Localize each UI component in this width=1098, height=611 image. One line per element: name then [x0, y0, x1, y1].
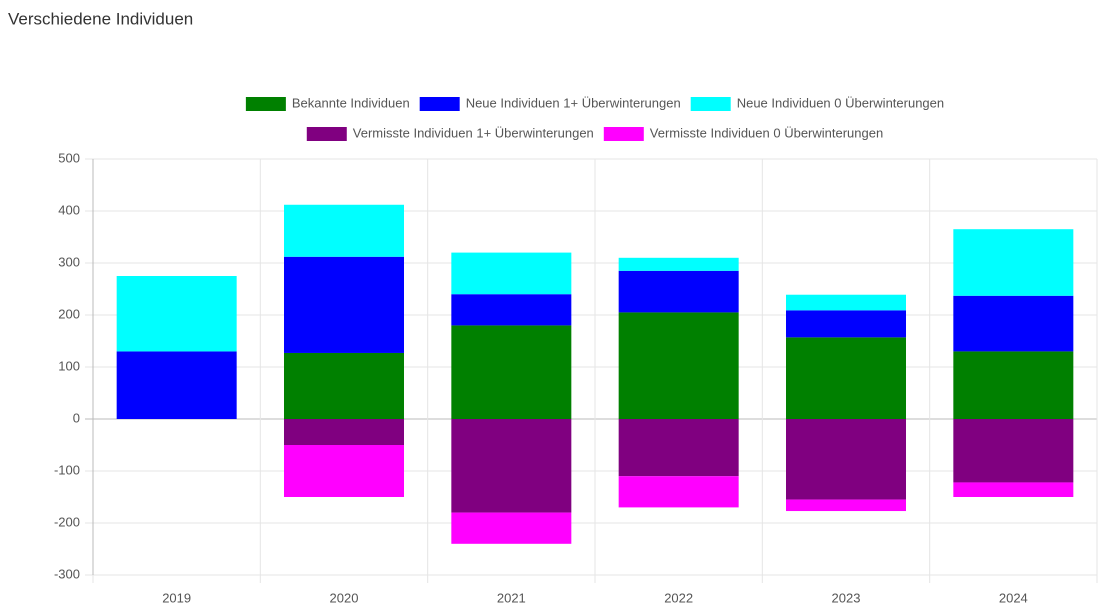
x-tick-label: 2020 — [330, 590, 359, 605]
x-tick-label: 2019 — [162, 590, 191, 605]
bar — [284, 352, 404, 419]
legend-swatch — [306, 127, 347, 141]
bar — [451, 294, 572, 326]
legend-swatch — [245, 97, 286, 111]
bar — [953, 229, 1074, 296]
y-tick-label: -200 — [54, 514, 80, 529]
bar — [786, 337, 906, 419]
y-tick-label: 400 — [58, 202, 80, 217]
bar — [116, 351, 237, 419]
y-tick-label: -100 — [54, 462, 80, 477]
legend-label: Vermisste Individuen 1+ Überwinterungen — [353, 125, 594, 140]
bar — [786, 419, 906, 500]
y-tick-label: 500 — [58, 150, 80, 165]
bar — [284, 445, 404, 497]
legend-label: Vermisste Individuen 0 Überwinterungen — [650, 125, 883, 140]
x-tick-label: 2021 — [497, 590, 526, 605]
bar — [953, 295, 1074, 352]
bar — [284, 419, 404, 445]
bar — [451, 325, 572, 419]
bar — [451, 252, 572, 295]
x-tick-label: 2022 — [664, 590, 693, 605]
legend-label: Neue Individuen 1+ Überwinterungen — [466, 95, 681, 110]
y-tick-label: -300 — [54, 566, 80, 581]
bar — [618, 419, 739, 477]
bar — [618, 257, 739, 271]
legend-label: Bekannte Individuen — [292, 95, 410, 110]
bar — [618, 270, 739, 313]
bar — [953, 351, 1074, 419]
bar — [618, 312, 739, 419]
x-tick-label: 2024 — [999, 590, 1028, 605]
legend: Bekannte Individuen Neue Individuen 1+ Üb… — [245, 95, 944, 141]
y-tick-label: 0 — [73, 410, 80, 425]
chart-title: Verschiedene Individuen — [8, 9, 193, 28]
legend-label: Neue Individuen 0 Überwinterungen — [737, 95, 944, 110]
bar — [284, 204, 404, 257]
bar — [451, 512, 572, 544]
y-tick-label: 100 — [58, 358, 80, 373]
bar — [284, 256, 404, 353]
x-tick-label: 2023 — [832, 590, 861, 605]
bar — [451, 419, 572, 513]
legend-swatch — [603, 127, 644, 141]
bar — [116, 276, 237, 352]
bar — [786, 294, 906, 311]
bar — [618, 476, 739, 508]
legend-swatch — [690, 97, 731, 111]
bar — [953, 482, 1074, 497]
bar — [786, 499, 906, 512]
legend-swatch — [419, 97, 460, 111]
y-tick-label: 200 — [58, 306, 80, 321]
y-tick-label: 300 — [58, 254, 80, 269]
bar — [953, 419, 1074, 483]
bar — [786, 310, 906, 338]
